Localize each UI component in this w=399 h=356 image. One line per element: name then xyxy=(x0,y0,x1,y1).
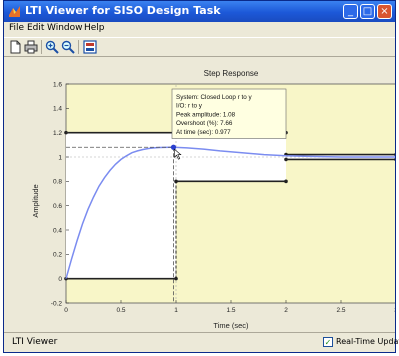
print-icon[interactable] xyxy=(24,40,38,54)
toolbar-separator xyxy=(78,40,79,54)
datatip-line: Overshoot (%): 7.66 xyxy=(176,120,233,127)
x-tick-label: 2 xyxy=(284,307,288,314)
y-tick-label: 1.4 xyxy=(53,106,62,113)
y-tick-label: -0.2 xyxy=(51,300,63,307)
zoom-in-icon[interactable] xyxy=(45,40,59,54)
y-tick-label: 0.4 xyxy=(53,227,62,234)
window-title: LTI Viewer for SISO Design Task xyxy=(25,4,221,17)
x-tick-label: 1.5 xyxy=(226,307,235,314)
y-tick-label: 1.6 xyxy=(53,81,62,88)
constraint-handle[interactable] xyxy=(394,153,395,157)
realtime-update-label: Real-Time Update xyxy=(336,337,399,346)
datatip-line: At time (sec): 0.977 xyxy=(176,129,231,136)
plot-config-icon[interactable] xyxy=(83,40,97,54)
matlab-logo-icon xyxy=(9,6,20,17)
constraint-handle[interactable] xyxy=(174,276,178,281)
new-file-icon[interactable] xyxy=(8,40,22,54)
x-tick-label: 0 xyxy=(64,307,68,314)
status-label: LTI Viewer xyxy=(12,337,58,347)
y-tick-label: 1.2 xyxy=(53,130,62,137)
close-button[interactable]: × xyxy=(377,4,392,19)
y-tick-label: 0.2 xyxy=(53,252,62,259)
x-tick-label: 3 xyxy=(394,307,395,314)
y-tick-label: 0.6 xyxy=(53,203,62,210)
menu-window[interactable]: Window xyxy=(47,23,83,33)
toolbar xyxy=(4,37,395,57)
menu-help[interactable]: Help xyxy=(84,23,105,33)
lti-viewer-window: LTI Viewer for SISO Design Task _ □ × Fi… xyxy=(3,0,399,353)
y-tick-label: 0.8 xyxy=(53,179,62,186)
constraint-handle[interactable] xyxy=(174,179,178,184)
constraint-handle[interactable] xyxy=(284,157,288,162)
peak-marker[interactable] xyxy=(170,144,177,150)
x-tick-label: 0.5 xyxy=(116,307,125,314)
mouse-cursor-icon xyxy=(174,148,182,160)
x-tick-label: 1 xyxy=(174,307,178,314)
minimize-button[interactable]: _ xyxy=(343,4,358,19)
constraint-handle[interactable] xyxy=(394,157,395,162)
menu-edit[interactable]: Edit xyxy=(27,23,45,33)
step-response-line[interactable] xyxy=(65,146,395,279)
y-tick-label: 0 xyxy=(58,276,62,283)
allowed-region xyxy=(66,132,176,279)
title-bar[interactable]: LTI Viewer for SISO Design Task _ □ × xyxy=(4,1,395,22)
datatip-line: System: Closed Loop r to y xyxy=(176,94,252,101)
datatip-line: Peak amplitude: 1.08 xyxy=(176,111,236,118)
x-axis-label: Time (sec) xyxy=(213,321,249,330)
chart-title: Step Response xyxy=(204,69,259,78)
realtime-update-checkbox[interactable]: ✓ xyxy=(323,337,333,347)
x-tick-label: 2.5 xyxy=(336,307,345,314)
datatip-line: I/O: r to y xyxy=(176,103,203,110)
status-bar: LTI Viewer ✓ Real-Time Update xyxy=(4,332,399,352)
datatip-box xyxy=(171,88,287,139)
constraint-handle[interactable] xyxy=(284,179,288,184)
menu-bar: File Edit Window Help xyxy=(4,22,395,36)
menu-file[interactable]: File xyxy=(9,23,25,33)
zoom-out-icon[interactable] xyxy=(61,40,75,54)
y-axis-label: Amplitude xyxy=(31,184,40,217)
maximize-button[interactable]: □ xyxy=(360,4,375,19)
toolbar-separator xyxy=(41,40,42,54)
step-response-chart[interactable]: Step Response 00.511.522.53-0.200.20.40.… xyxy=(4,58,395,332)
y-tick-label: 1 xyxy=(58,154,62,161)
